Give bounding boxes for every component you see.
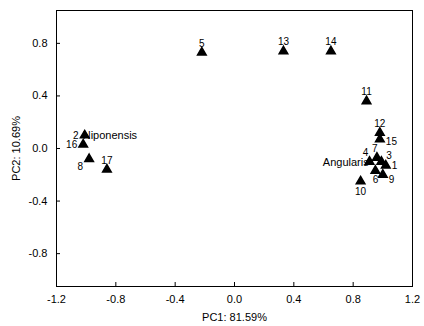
- svg-text:Angularis: Angularis: [323, 156, 369, 168]
- svg-text:-1.2: -1.2: [47, 293, 66, 305]
- svg-text:-0.4: -0.4: [29, 195, 48, 207]
- svg-text:-0.8: -0.8: [29, 247, 48, 259]
- svg-text:0.4: 0.4: [286, 293, 301, 305]
- svg-text:-0.4: -0.4: [166, 293, 185, 305]
- svg-text:0.8: 0.8: [32, 37, 47, 49]
- svg-text:0.0: 0.0: [32, 142, 47, 154]
- svg-text:1: 1: [392, 160, 398, 171]
- svg-text:5: 5: [199, 38, 205, 49]
- svg-text:16: 16: [66, 139, 78, 150]
- svg-text:4: 4: [362, 146, 369, 158]
- svg-text:-0.8: -0.8: [106, 293, 125, 305]
- svg-text:17: 17: [101, 155, 113, 166]
- svg-text:0.4: 0.4: [32, 89, 47, 101]
- svg-text:2: 2: [73, 129, 79, 141]
- svg-text:10: 10: [355, 186, 367, 197]
- svg-text:0.0: 0.0: [227, 293, 242, 305]
- svg-text:9: 9: [389, 174, 395, 185]
- svg-text:8: 8: [78, 161, 84, 172]
- svg-text:7: 7: [372, 143, 378, 154]
- svg-text:12: 12: [374, 118, 386, 129]
- svg-text:1.2: 1.2: [405, 293, 420, 305]
- svg-text:11: 11: [361, 86, 372, 97]
- svg-text:6: 6: [373, 174, 379, 185]
- svg-text:13: 13: [278, 36, 290, 47]
- svg-text:Niponensis: Niponensis: [83, 129, 138, 141]
- svg-text:PC1: 81.59%: PC1: 81.59%: [202, 311, 267, 323]
- svg-text:0.8: 0.8: [346, 293, 361, 305]
- svg-text:15: 15: [386, 136, 398, 147]
- svg-text:3: 3: [386, 149, 392, 161]
- svg-text:PC2: 10.69%: PC2: 10.69%: [10, 116, 22, 181]
- svg-text:14: 14: [325, 36, 337, 47]
